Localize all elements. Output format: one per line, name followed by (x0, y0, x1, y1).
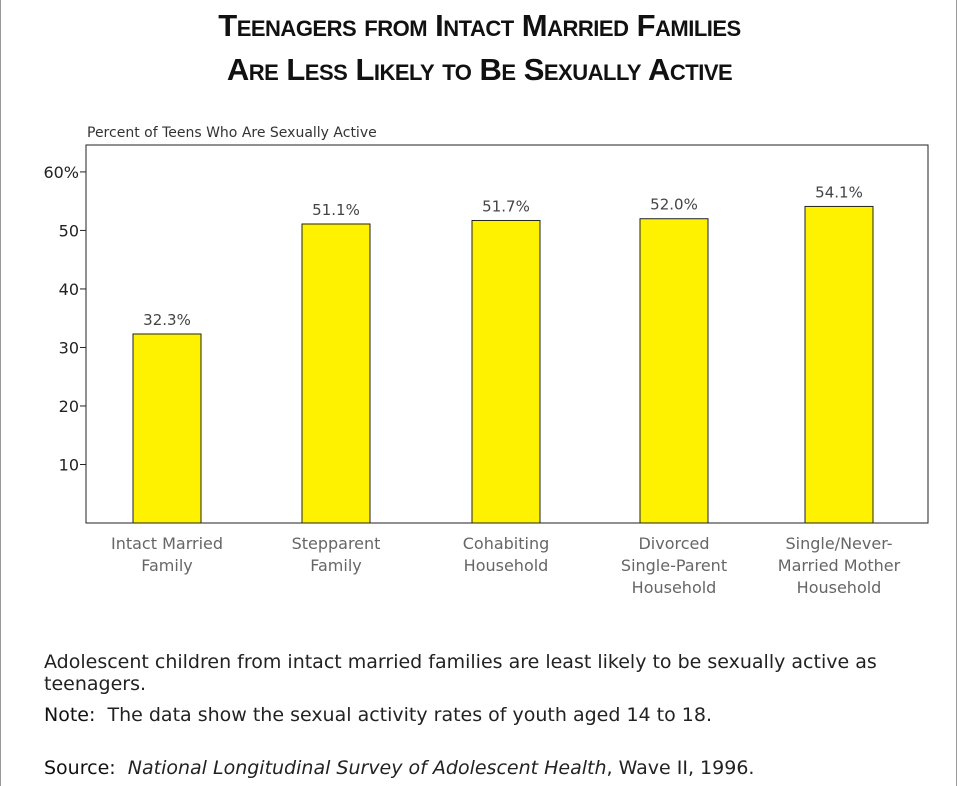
x-tick-label: Cohabiting (463, 534, 550, 553)
bar (471, 219, 541, 524)
x-tick-label: Single-Parent (621, 556, 727, 575)
y-tick-label: 20 (59, 397, 79, 416)
data-label: 51.1% (312, 201, 360, 219)
source: Source: National Longitudinal Survey of … (44, 757, 754, 779)
y-tick-label: 50 (59, 221, 79, 240)
data-label: 52.0% (650, 196, 698, 214)
source-title: National Longitudinal Survey of Adolesce… (127, 757, 607, 779)
x-tick-label: Family (310, 556, 361, 575)
bar-chart: 10 20 30 40 50 60% 32.3% Intact Married Family 51… (43, 144, 929, 597)
chart-title-line2: Are Less Likely to Be Sexually Active (226, 52, 733, 87)
bar (301, 223, 371, 524)
note-text: The data show the sexual activity rates … (107, 704, 713, 726)
y-tick-label: 60% (43, 163, 79, 182)
y-tick-label: 40 (59, 280, 79, 299)
y-axis-label: Percent of Teens Who Are Sexually Active (87, 125, 377, 141)
caption: Adolescent children from intact married … (44, 651, 877, 695)
data-label: 51.7% (482, 197, 530, 215)
source-label: Source: (44, 757, 116, 779)
note: Note: The data show the sexual activity … (44, 704, 712, 726)
note-label: Note: (44, 704, 96, 726)
bar (132, 333, 202, 524)
x-tick-label: Household (464, 556, 549, 575)
bar (639, 218, 709, 524)
x-tick-label: Divorced (638, 534, 709, 553)
x-tick-label: Married Mother (778, 556, 901, 575)
x-tick-label: Intact Married (111, 534, 223, 553)
source-rest: , Wave II, 1996. (606, 757, 755, 779)
x-tick-label: Single/Never- (785, 534, 892, 553)
data-label: 54.1% (815, 183, 863, 201)
chart-title-line1: Teenagers from Intact Married Families (218, 8, 741, 43)
data-label: 32.3% (143, 311, 191, 329)
y-tick-label: 10 (59, 455, 79, 474)
x-tick-label: Stepparent (292, 534, 381, 553)
y-tick-label: 30 (59, 338, 79, 357)
x-tick-label: Household (632, 578, 717, 597)
bar (804, 205, 874, 524)
x-tick-label: Family (141, 556, 192, 575)
x-tick-label: Household (797, 578, 882, 597)
